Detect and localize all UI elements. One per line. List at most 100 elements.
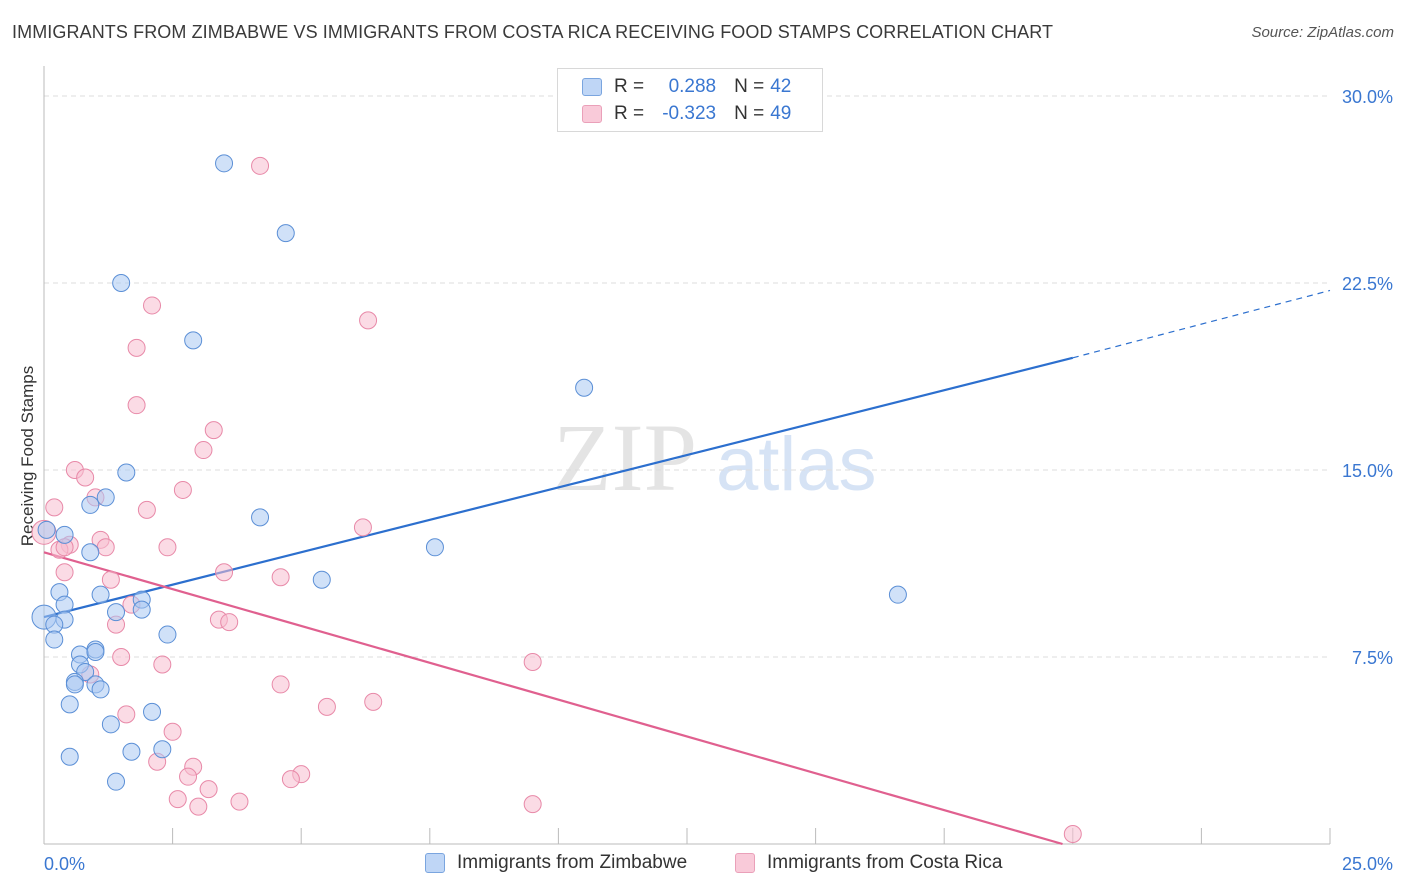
data-point-zimbabwe [215,154,234,173]
data-point-costa-rica [163,722,182,741]
data-point-costa-rica [271,568,290,587]
data-point-zimbabwe [158,625,177,644]
series-legend-label: Immigrants from Zimbabwe [457,852,688,873]
legend-row-zimbabwe: R = 0.288 N = 42 [582,74,791,100]
data-point-zimbabwe [60,747,79,766]
legend-r-label: R = [614,103,645,124]
watermark: ZIP atlas [553,404,877,511]
data-point-zimbabwe [888,585,907,604]
data-point-zimbabwe [112,274,131,292]
data-point-costa-rica [173,480,192,499]
source-label: Source: ZipAtlas.com [1251,24,1394,41]
legend-r-value: -0.323 [662,103,717,124]
data-point-zimbabwe [184,331,203,350]
data-point-costa-rica [45,498,64,517]
data-point-costa-rica [281,770,300,789]
data-point-costa-rica [220,613,239,632]
data-point-costa-rica [317,697,336,716]
data-point-costa-rica [523,652,542,671]
data-point-zimbabwe [96,488,115,507]
legend-n-value: 42 [770,76,792,97]
trend-line-costa-rica [43,551,1063,846]
data-point-costa-rica [1063,825,1082,844]
data-point-zimbabwe [91,680,110,699]
data-point-zimbabwe [37,520,56,539]
y-tick-label: 22.5% [1342,274,1393,294]
data-point-costa-rica [76,468,95,487]
data-point-costa-rica [153,655,172,674]
data-point-zimbabwe [45,615,64,634]
data-point-zimbabwe [91,585,110,604]
data-point-zimbabwe [55,595,74,614]
data-point-zimbabwe [107,603,126,622]
data-point-zimbabwe [117,463,136,482]
data-point-costa-rica [230,792,249,811]
data-point-costa-rica [127,396,146,415]
data-point-zimbabwe [55,525,74,544]
series-swatch-zimbabwe [425,853,445,873]
data-point-costa-rica [168,790,187,809]
data-point-costa-rica [101,570,120,589]
data-point-zimbabwe [425,538,444,557]
data-point-zimbabwe [276,224,295,243]
x-tick-label: 25.0% [1342,854,1393,874]
y-tick-label: 15.0% [1342,461,1393,481]
series-legend: Immigrants from Zimbabwe Immigrants from… [0,852,1406,878]
data-point-costa-rica [364,692,383,711]
data-point-costa-rica [127,338,146,357]
data-point-costa-rica [199,780,218,799]
data-point-costa-rica [55,563,74,582]
trend-line-zimbabwe-extension [1072,289,1331,359]
data-point-zimbabwe [81,543,100,562]
data-point-zimbabwe [312,570,331,589]
legend-n-label: N = [734,103,765,124]
series-legend-label: Immigrants from Costa Rica [767,852,1003,873]
legend-n-value: 49 [770,103,792,124]
data-point-zimbabwe [101,715,120,734]
data-point-costa-rica [523,795,542,814]
watermark-atlas: atlas [716,422,877,507]
stats-legend: R = 0.288 N = 42 R = -0.323 N = 49 [557,68,823,132]
legend-n-label: N = [734,76,765,97]
data-point-costa-rica [158,538,177,557]
series-swatch-costa-rica [735,853,755,873]
data-point-zimbabwe [122,742,141,761]
data-point-costa-rica [353,518,372,537]
data-point-costa-rica [271,675,290,694]
data-point-costa-rica [194,441,213,460]
legend-r-value: 0.288 [668,76,717,97]
data-point-costa-rica [189,797,208,816]
data-point-costa-rica [215,563,234,582]
data-point-costa-rica [137,500,156,519]
series-legend-costa-rica: Immigrants from Costa Rica [735,852,1002,874]
data-point-zimbabwe [143,702,162,721]
data-point-zimbabwe [575,378,594,397]
legend-swatch-zimbabwe [582,78,602,96]
x-tick-label: 0.0% [44,854,85,874]
data-point-zimbabwe [81,495,100,514]
data-point-zimbabwe [65,675,84,694]
legend-swatch-costa-rica [582,105,602,123]
data-point-zimbabwe [153,740,172,759]
data-point-zimbabwe [132,600,151,619]
data-point-zimbabwe [251,508,270,527]
data-point-costa-rica [179,767,198,786]
legend-row-costa-rica: R = -0.323 N = 49 [582,101,791,127]
data-point-costa-rica [251,156,270,175]
trend-line-zimbabwe [43,356,1074,619]
legend-r-label: R = [614,76,645,97]
data-point-zimbabwe [45,630,64,649]
data-point-costa-rica [143,296,162,315]
series-legend-zimbabwe: Immigrants from Zimbabwe [425,852,687,874]
chart-title: IMMIGRANTS FROM ZIMBABWE VS IMMIGRANTS F… [12,22,1054,42]
data-point-zimbabwe [107,772,126,791]
data-point-costa-rica [96,538,115,557]
data-point-zimbabwe [60,695,79,714]
data-point-costa-rica [117,705,136,724]
y-tick-label: 30.0% [1342,87,1393,107]
data-point-zimbabwe [86,643,105,662]
data-point-costa-rica [359,311,378,330]
data-point-costa-rica [204,421,223,440]
data-point-costa-rica [112,648,131,666]
